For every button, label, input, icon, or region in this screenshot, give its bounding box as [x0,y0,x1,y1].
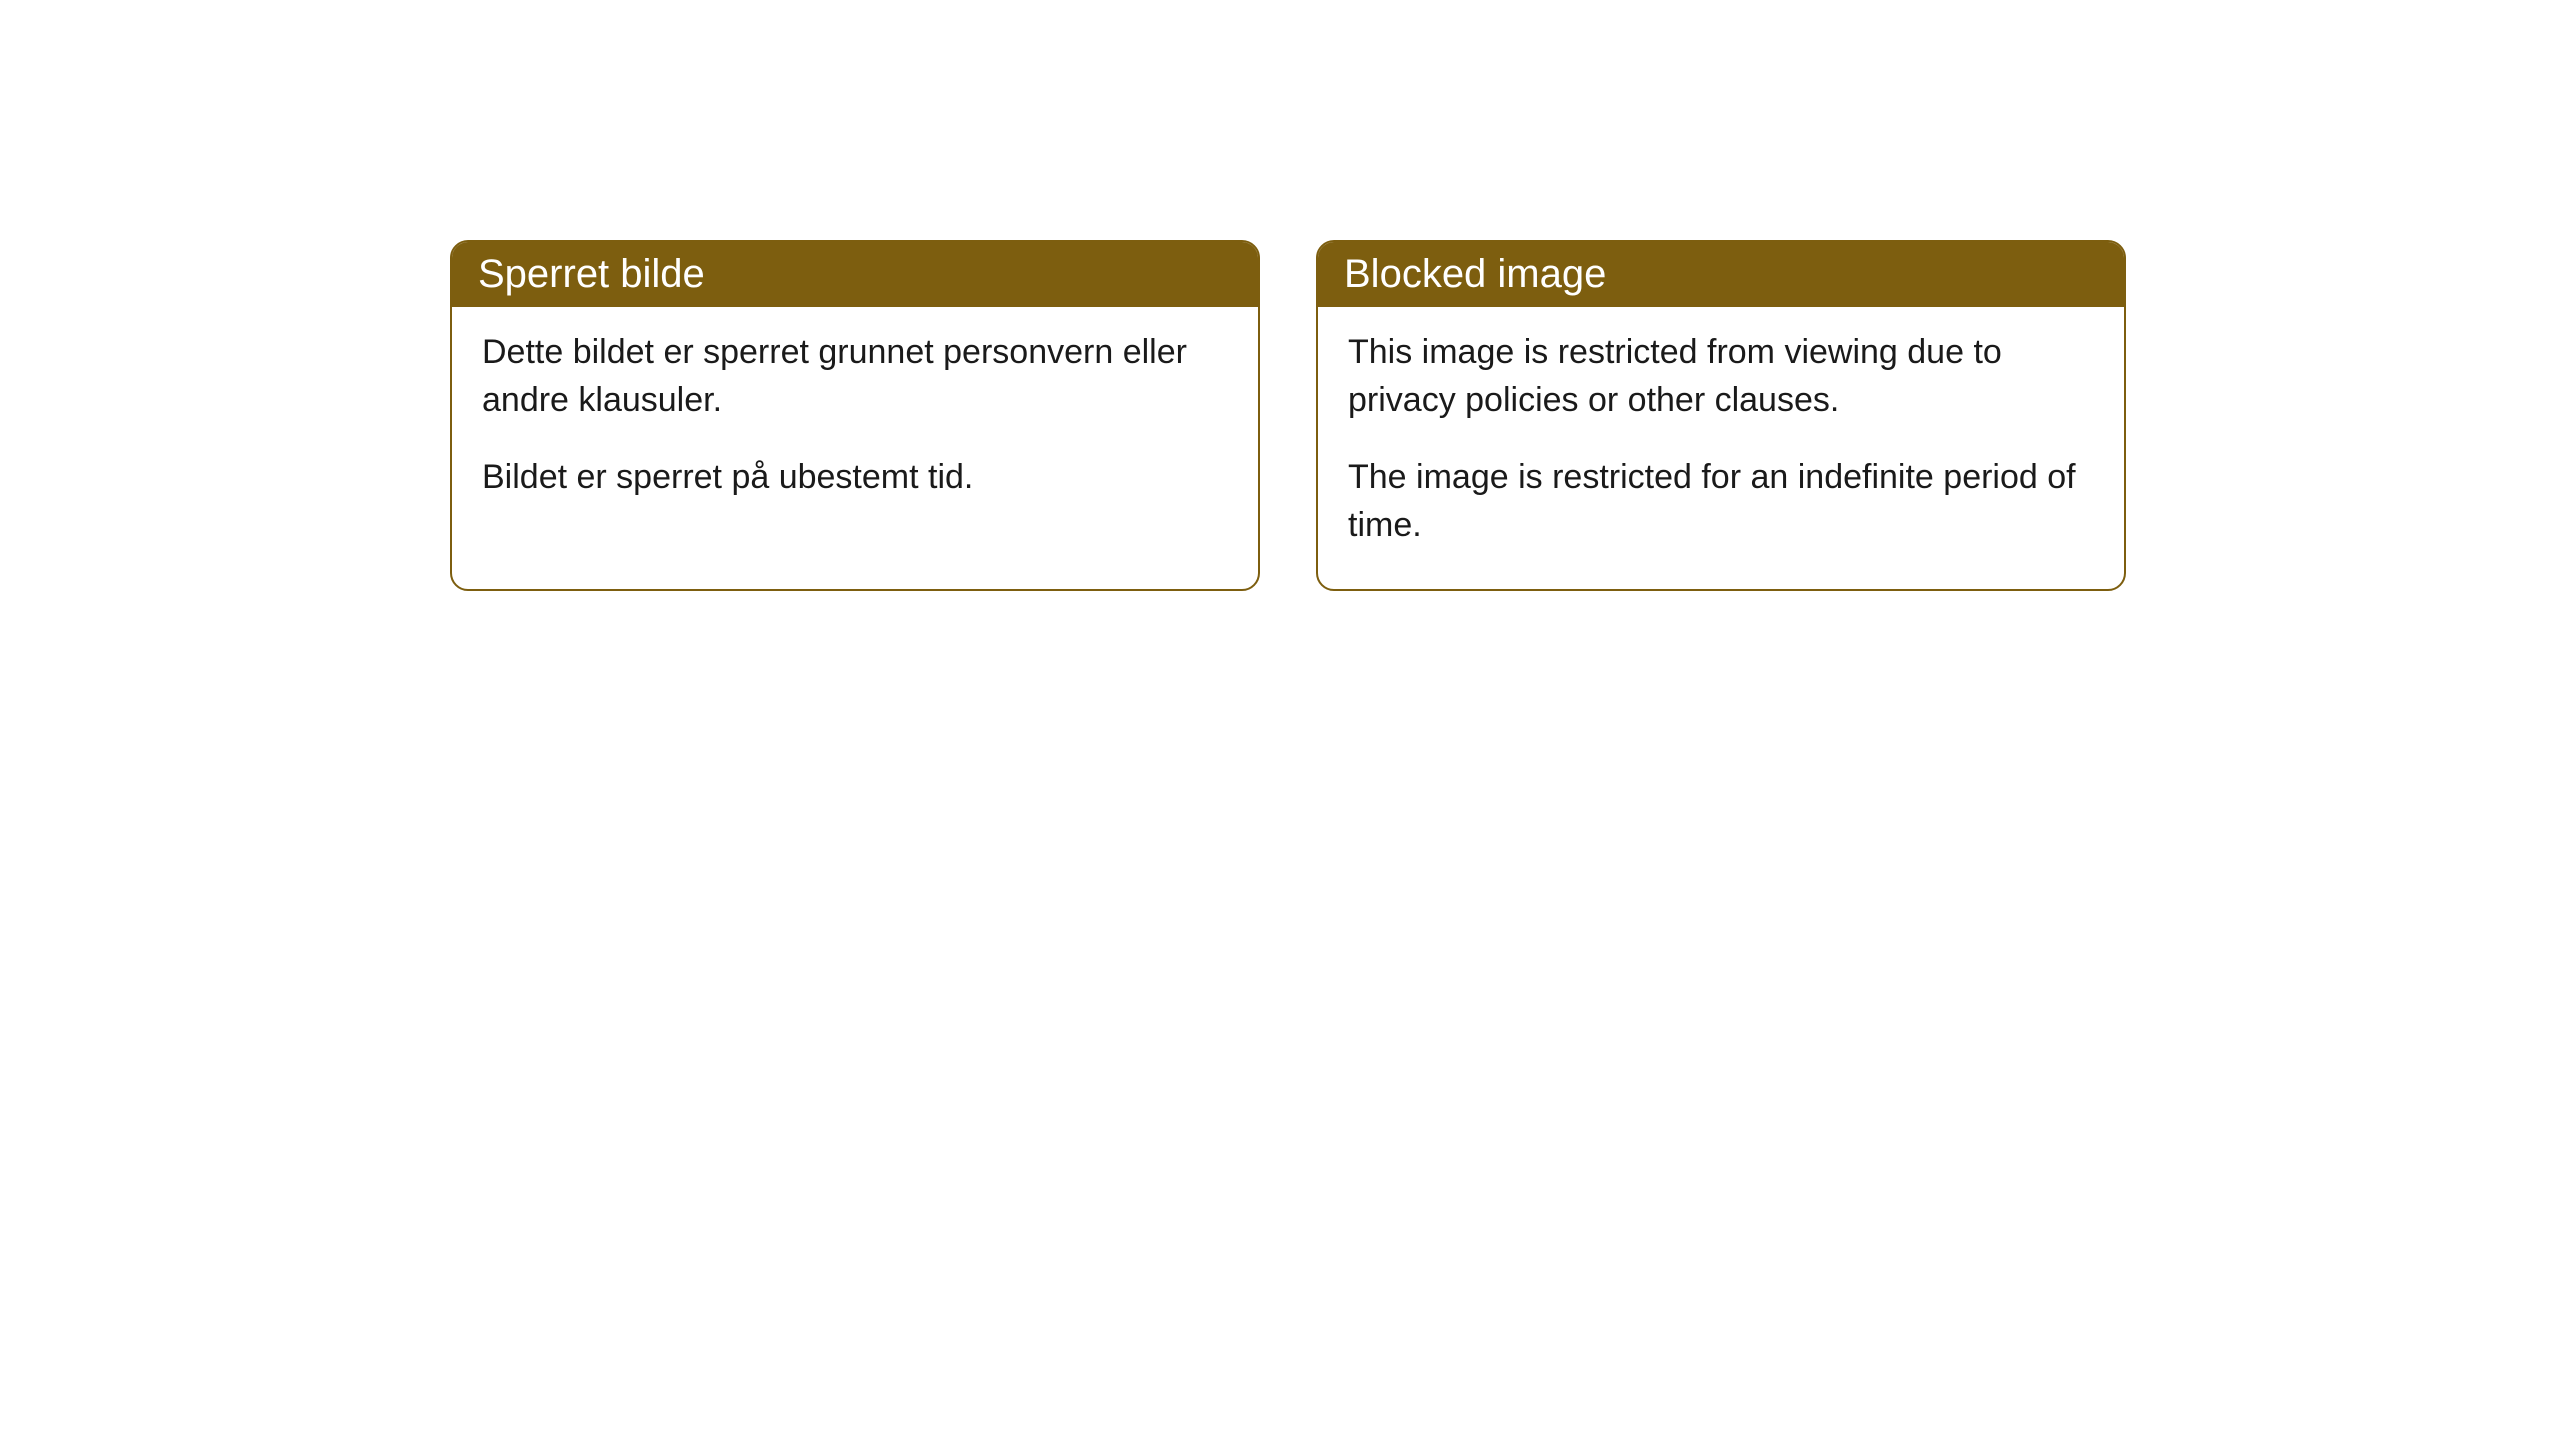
blocked-image-card-no: Sperret bilde Dette bildet er sperret gr… [450,240,1260,591]
notice-container: Sperret bilde Dette bildet er sperret gr… [450,240,2126,591]
card-paragraph-1-en: This image is restricted from viewing du… [1348,329,2094,424]
card-body-no: Dette bildet er sperret grunnet personve… [452,307,1258,542]
card-body-en: This image is restricted from viewing du… [1318,307,2124,589]
blocked-image-card-en: Blocked image This image is restricted f… [1316,240,2126,591]
card-header-en: Blocked image [1318,242,2124,307]
card-paragraph-2-no: Bildet er sperret på ubestemt tid. [482,454,1228,502]
card-paragraph-1-no: Dette bildet er sperret grunnet personve… [482,329,1228,424]
card-header-no: Sperret bilde [452,242,1258,307]
card-paragraph-2-en: The image is restricted for an indefinit… [1348,454,2094,549]
